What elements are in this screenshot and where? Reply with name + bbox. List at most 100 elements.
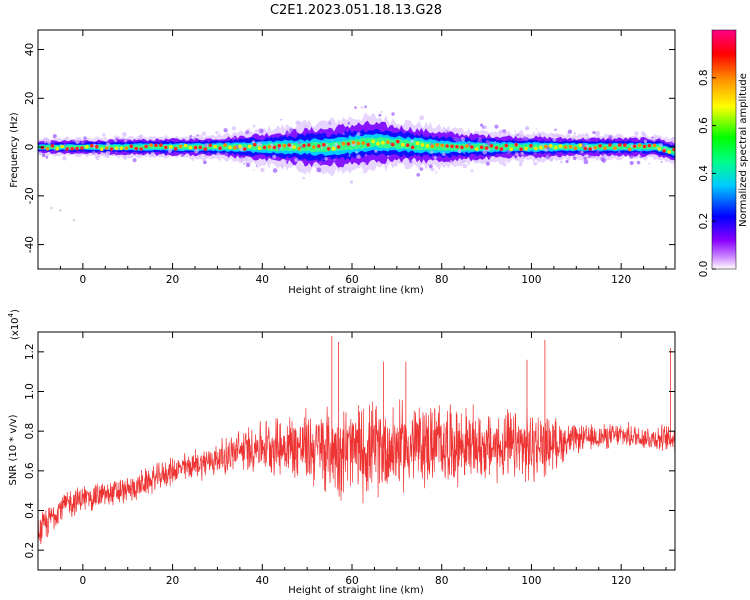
spectrogram-speckle	[559, 160, 563, 164]
spectrogram-core-point	[341, 141, 346, 146]
spectrogram-core-point	[40, 145, 45, 150]
spectrogram-core-point	[198, 145, 203, 150]
spectrogram-outlier	[59, 209, 62, 212]
spectrogram-band-layer	[38, 137, 675, 155]
spectrogram-speckle	[659, 143, 663, 147]
spectrogram-core-point	[504, 143, 509, 148]
spectrogram-speckle	[354, 106, 357, 109]
spectrogram-core-point	[405, 143, 410, 147]
spectrogram-speckle	[640, 151, 642, 153]
spectrogram-core-point	[351, 140, 356, 145]
spectrogram-speckle	[53, 149, 56, 152]
spectrogram-speckle	[552, 138, 557, 142]
spectrogram-core-point	[474, 147, 479, 151]
spectrogram-core-point	[381, 141, 385, 145]
spectrogram-speckle	[252, 140, 256, 144]
colorbar-tick-label: 0.4	[698, 165, 710, 182]
spectrogram-core-point	[623, 143, 627, 147]
spectrogram-speckle	[455, 137, 460, 143]
spectrogram-speckle	[280, 119, 283, 121]
colorbar: 0.0 0.2 0.4 0.6 0.8 Normalized spectral ampl…	[698, 29, 749, 277]
spectrogram-speckle	[404, 129, 407, 133]
spectrogram-core-point	[55, 147, 60, 151]
spectrogram-core-point	[568, 144, 573, 149]
x-tick-label: 60	[345, 274, 358, 286]
spectrogram-speckle	[114, 135, 117, 139]
spectrogram-speckle	[616, 144, 619, 146]
spectrogram-speckle	[83, 136, 87, 140]
spectrogram-speckle	[419, 115, 425, 121]
spectrogram-speckle	[44, 141, 47, 144]
x-tick-label: 40	[256, 575, 269, 587]
spectrogram-speckle	[525, 126, 530, 131]
spectrogram-speckle	[202, 157, 206, 162]
spectrogram-speckle	[260, 140, 262, 143]
colorbar-ticks: 0.0 0.2 0.4 0.6 0.8	[698, 69, 716, 277]
spectrogram-core-point	[331, 146, 336, 151]
spectrogram-speckle	[105, 142, 110, 147]
spectrogram-core-point	[233, 145, 237, 150]
spectrogram-speckle	[365, 154, 367, 156]
spectrogram-speckle	[461, 158, 466, 163]
spectrogram-speckle	[555, 134, 560, 139]
spectrogram-speckle	[639, 155, 643, 159]
spectrogram-speckle	[289, 128, 294, 133]
spectrogram-core-point	[499, 147, 504, 151]
snr-scale-exponent: 4	[7, 312, 15, 317]
spectrogram-core-point	[95, 144, 99, 149]
snr-series-line	[38, 399, 675, 545]
spectrogram-plot-area	[38, 105, 675, 222]
spectrogram-core-point	[346, 142, 351, 146]
spectrogram-speckle	[201, 131, 206, 136]
x-tick-label: 0	[80, 575, 87, 587]
spectrogram-speckle	[347, 121, 351, 125]
spectrogram-speckle	[410, 139, 414, 143]
spectrogram-speckle	[470, 169, 474, 173]
spectrogram-speckle	[591, 155, 595, 159]
spectrogram-speckle	[285, 131, 290, 136]
spectrogram-core-point	[642, 144, 647, 149]
spectrogram-core-point	[420, 143, 425, 147]
spectrogram-core-point	[257, 146, 262, 150]
spectrogram-speckle	[533, 161, 538, 166]
spectrogram-speckle	[192, 137, 196, 141]
spectrogram-speckle	[630, 144, 634, 148]
spectrogram-speckle	[494, 124, 499, 129]
spectrogram-x-label: Height of straight line (km)	[288, 285, 424, 296]
spectrogram-speckle	[328, 122, 331, 125]
colorbar-gradient	[712, 30, 736, 269]
spectrogram-y-label: Frequency (Hz)	[9, 112, 20, 188]
spectrogram-speckle	[539, 143, 542, 146]
spectrogram-speckle	[215, 130, 219, 135]
spectrogram-speckle	[272, 168, 278, 173]
spectrogram-speckle	[95, 155, 100, 160]
spectrogram-core-point	[435, 143, 440, 147]
spectrogram-speckle	[356, 154, 361, 159]
spectrogram-speckle	[515, 133, 519, 137]
spectrogram-core-point	[119, 146, 124, 151]
spectrogram-speckle	[115, 137, 119, 140]
spectrogram-speckle	[596, 149, 600, 153]
spectrogram-speckle	[364, 105, 367, 108]
spectrogram-speckle	[524, 136, 529, 142]
spectrogram-speckle	[442, 152, 446, 156]
spectrogram-speckle	[588, 155, 591, 159]
spectrogram-core-point	[144, 144, 148, 149]
spectrogram-speckle	[316, 167, 322, 173]
spectrogram-speckle	[514, 152, 519, 157]
spectrogram-core-point	[218, 146, 222, 150]
spectrogram-speckle	[52, 134, 57, 139]
spectrogram-speckle	[549, 157, 554, 162]
spectrogram-core-point	[322, 143, 326, 147]
spectrogram-core-point	[75, 146, 79, 151]
spectrogram-speckle	[252, 124, 256, 128]
spectrogram-speckle	[572, 145, 574, 147]
x-tick-label: 20	[166, 575, 179, 587]
spectrogram-speckle	[111, 154, 114, 157]
spectrogram-speckle	[571, 137, 575, 141]
spectrogram-core-point	[193, 145, 198, 150]
spectrogram-speckle	[100, 151, 104, 155]
spectrogram-core-point	[134, 146, 138, 151]
spectrogram-core-point	[386, 140, 390, 145]
spectrogram-core-point	[632, 144, 637, 149]
